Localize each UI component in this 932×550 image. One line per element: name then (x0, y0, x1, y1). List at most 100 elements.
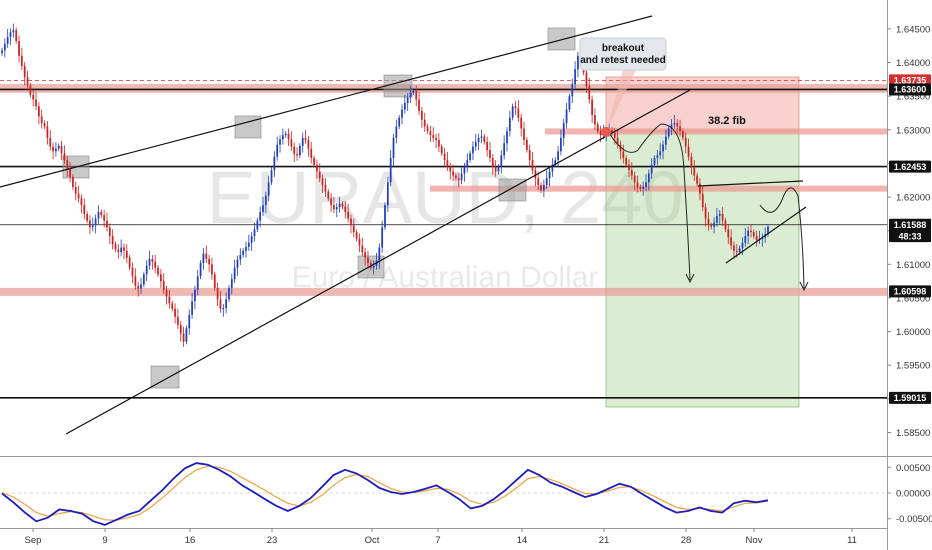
candle-body (511, 106, 514, 118)
candle-body (26, 77, 29, 86)
candle-body (1, 50, 3, 54)
price-label-box (889, 83, 931, 96)
candle-body (486, 141, 489, 150)
candle-body (114, 244, 117, 250)
candle-body (205, 253, 208, 259)
price-tick-label: 1.61000 (896, 260, 930, 271)
price-tick-label: 1.63000 (896, 125, 930, 136)
candle-body (477, 137, 480, 142)
candle-body (69, 168, 71, 177)
candle-body (628, 164, 630, 171)
candle-body (174, 308, 176, 317)
candle-body (565, 109, 568, 124)
candle-body (701, 193, 704, 208)
candle-body (162, 281, 165, 290)
candle-body (225, 299, 228, 309)
candle-body (463, 166, 466, 174)
breakout-callout-box[interactable] (579, 37, 667, 71)
time-tick-label: 9 (102, 535, 107, 546)
candle-body (307, 139, 310, 149)
candle-body (548, 171, 551, 179)
zone-band (0, 287, 887, 296)
zone-band (0, 84, 887, 93)
candle-body (293, 146, 296, 155)
candle-body (344, 206, 347, 212)
candle-body (412, 90, 415, 93)
candle-body (525, 139, 528, 150)
candle-body (752, 232, 755, 237)
candle-body (398, 117, 401, 127)
fib-label: 38.2 fib (708, 115, 746, 127)
candle-body (245, 246, 247, 251)
price-label-box (889, 160, 931, 173)
candle-body (647, 173, 650, 183)
candle-body (279, 139, 281, 145)
candle-body (233, 267, 236, 280)
candle-body (301, 137, 304, 146)
candle-body (352, 225, 355, 233)
candle-body (690, 156, 693, 167)
time-tick-label: 11 (847, 535, 857, 546)
swing-marker (547, 27, 576, 51)
candle-body (276, 144, 279, 157)
candle-body (327, 191, 330, 199)
candle-body (267, 182, 270, 196)
candle-body (179, 324, 182, 334)
trend-lines[interactable] (0, 15, 807, 435)
target-zone[interactable] (605, 130, 800, 408)
oscillator-tick-label: -0.00500 (896, 514, 932, 525)
candle-body (80, 198, 83, 206)
candle-body (440, 146, 443, 154)
oscillator-axis: 0.00500 0.00000 -0.00500 (887, 463, 932, 525)
upper-channel-line (0, 15, 653, 188)
candle-body (562, 123, 565, 138)
candle-body (409, 92, 412, 98)
candle-body (299, 145, 301, 156)
candle-body (372, 265, 375, 268)
candle-body (707, 218, 710, 226)
candle-body (497, 166, 500, 172)
candle-body (571, 84, 574, 97)
candle-body (32, 94, 35, 100)
candle-body (63, 153, 66, 161)
candle-body (202, 253, 205, 263)
candle-body (52, 146, 54, 152)
candle-body (599, 131, 602, 136)
candle-body (449, 166, 452, 172)
candle-body (528, 149, 531, 161)
candle-body (199, 262, 202, 277)
candle-body (97, 211, 100, 219)
candle-body (270, 170, 273, 183)
oscillator-tick-label: 0.00500 (896, 463, 930, 474)
candle-body (66, 160, 69, 169)
candle-body (89, 220, 91, 228)
candle-body (335, 207, 338, 210)
candle-body (347, 211, 349, 219)
candle-body (474, 141, 477, 147)
price-label-box (889, 391, 931, 404)
time-tick-label: Oct (365, 535, 380, 546)
candle-body (86, 213, 88, 221)
candle-body (350, 218, 352, 226)
candle-body (611, 129, 613, 134)
candle-body (253, 229, 256, 237)
price-label-text: 1.62453 (894, 162, 927, 172)
candle-body (242, 250, 245, 255)
time-axis[interactable]: Sep 9 16 23 Oct 7 14 21 28 Nov 11 (25, 528, 857, 546)
candle-body (145, 265, 148, 275)
candle-body (713, 222, 715, 227)
candle-body (537, 178, 540, 185)
candle-body (29, 85, 32, 95)
candle-body (577, 55, 579, 70)
candle-body (452, 171, 454, 176)
candle-body (531, 160, 534, 171)
candle-body (500, 155, 503, 167)
candle-body (659, 151, 662, 156)
retest-point-marker[interactable] (601, 127, 611, 137)
candle-body (338, 203, 341, 208)
candle-body (154, 261, 157, 268)
candle-body (72, 176, 74, 187)
projection-paths (605, 123, 809, 292)
candle-body (134, 276, 137, 286)
